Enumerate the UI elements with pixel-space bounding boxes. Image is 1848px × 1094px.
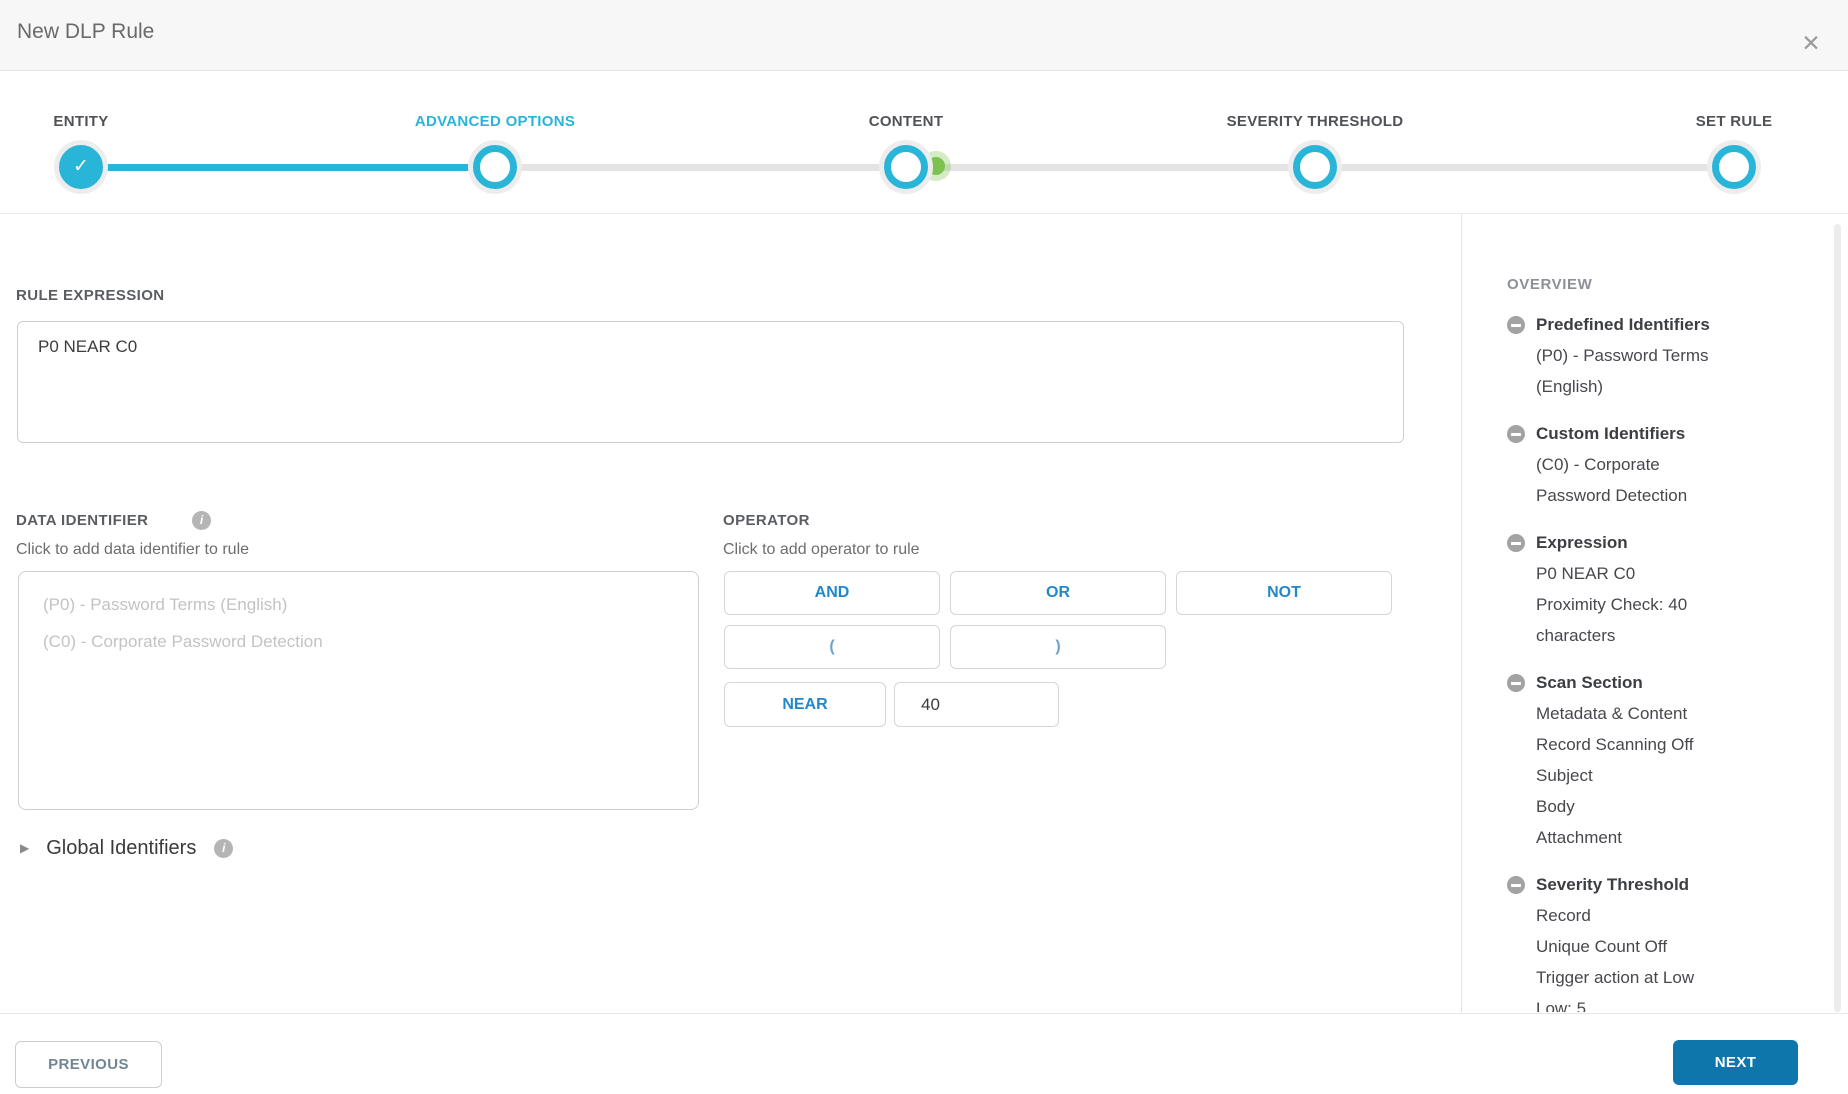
step-circle-content[interactable] [884,145,928,189]
content-progress-dot [927,157,945,175]
close-icon[interactable]: ✕ [1801,30,1821,56]
step-circle-advanced-options[interactable] [473,145,517,189]
overview-line: Record [1536,906,1591,925]
overview-line: Low: 5 [1536,999,1587,1012]
stepper-divider [0,213,1848,214]
step-circle-severity-threshold[interactable] [1293,145,1337,189]
overview-sections: Predefined Identifiers (P0) - Password T… [1507,309,1807,1012]
overview-section-title: Scan Section [1536,673,1643,692]
overview-line: P0 NEAR C0 [1536,564,1636,583]
collapse-minus-icon[interactable] [1507,534,1525,552]
step-label-advanced-options: ADVANCED OPTIONS [414,113,576,130]
overview-line: Password Detection [1536,486,1688,505]
overview-scrollbar[interactable] [1834,224,1841,1012]
overview-line: Trigger action at Low [1536,968,1695,987]
overview-line: Proximity Check: 40 [1536,595,1688,614]
rule-expression-label: RULE EXPRESSION [16,287,165,304]
data-identifier-info-icon[interactable]: i [192,511,211,530]
collapse-minus-icon[interactable] [1507,876,1525,894]
global-identifiers-toggle[interactable]: ▶ Global Identifiers i [20,832,234,864]
global-identifiers-label: Global Identifiers [46,836,197,859]
collapse-minus-icon[interactable] [1507,674,1525,692]
operator-open-paren-button[interactable]: ( [724,625,940,669]
overview-line: Body [1536,797,1575,816]
near-distance-input[interactable] [894,682,1059,727]
step-label-severity-threshold: SEVERITY THRESHOLD [1226,113,1404,130]
rule-expression-box[interactable]: P0 NEAR C0 [17,321,1404,443]
step-label-set-rule: SET RULE [1695,113,1773,130]
operator-or-button[interactable]: OR [950,571,1166,615]
data-identifier-hint: Click to add data identifier to rule [16,541,250,558]
step-circle-set-rule[interactable] [1712,145,1756,189]
dialog-title: New DLP Rule [17,20,155,43]
data-identifier-label: DATA IDENTIFIER [16,512,149,529]
operator-near-button[interactable]: NEAR [724,682,886,727]
overview-section-predefined-identifiers: Predefined Identifiers (P0) - Password T… [1507,309,1807,402]
overview-line: (P0) - Password Terms [1536,346,1709,365]
overview-line: Attachment [1536,828,1622,847]
operator-close-paren-button[interactable]: ) [950,625,1166,669]
overview-line: Record Scanning Off [1536,735,1694,754]
footer-divider [0,1013,1848,1014]
dialog-header: New DLP Rule ✕ [0,0,1848,71]
collapse-minus-icon[interactable] [1507,316,1525,334]
stepper-segment-upcoming [495,164,1734,171]
step-circle-entity[interactable]: ✓ [59,145,103,189]
overview-line: Unique Count Off [1536,937,1668,956]
operator-and-button[interactable]: AND [724,571,940,615]
rule-expression-value: P0 NEAR C0 [38,337,138,356]
overview-panel: OVERVIEW Predefined Identifiers (P0) - P… [1461,214,1847,1012]
global-identifiers-info-icon[interactable]: i [214,838,234,858]
overview-section-expression: Expression P0 NEAR C0 Proximity Check: 4… [1507,527,1807,651]
previous-button[interactable]: PREVIOUS [15,1041,162,1088]
overview-section-title: Custom Identifiers [1536,424,1686,443]
overview-line: characters [1536,626,1616,645]
data-identifier-item[interactable]: (C0) - Corporate Password Detection [43,632,323,651]
operator-label: OPERATOR [723,512,810,529]
overview-line: (English) [1536,377,1604,396]
overview-section-title: Severity Threshold [1536,875,1690,894]
data-identifier-item[interactable]: (P0) - Password Terms (English) [43,595,288,614]
data-identifier-list: (P0) - Password Terms (English) (C0) - C… [18,571,699,810]
overview-section-title: Predefined Identifiers [1536,315,1710,334]
overview-title: OVERVIEW [1507,276,1593,293]
stepper-segment-completed [81,164,495,171]
step-label-entity: ENTITY [53,113,109,130]
overview-section-severity-threshold: Severity Threshold Record Unique Count O… [1507,869,1807,1012]
overview-section-title: Expression [1536,533,1628,552]
overview-line: (C0) - Corporate [1536,455,1660,474]
overview-section-scan-section: Scan Section Metadata & Content Record S… [1507,667,1807,853]
step-label-content: CONTENT [868,113,944,130]
operator-not-button[interactable]: NOT [1176,571,1392,615]
overview-line: Metadata & Content [1536,704,1688,723]
chevron-right-icon: ▶ [20,841,30,855]
collapse-minus-icon[interactable] [1507,425,1525,443]
overview-line: Subject [1536,766,1593,785]
operator-hint: Click to add operator to rule [723,541,920,558]
overview-section-custom-identifiers: Custom Identifiers (C0) - Corporate Pass… [1507,418,1807,511]
check-icon: ✓ [73,156,89,177]
next-button[interactable]: NEXT [1673,1040,1798,1085]
